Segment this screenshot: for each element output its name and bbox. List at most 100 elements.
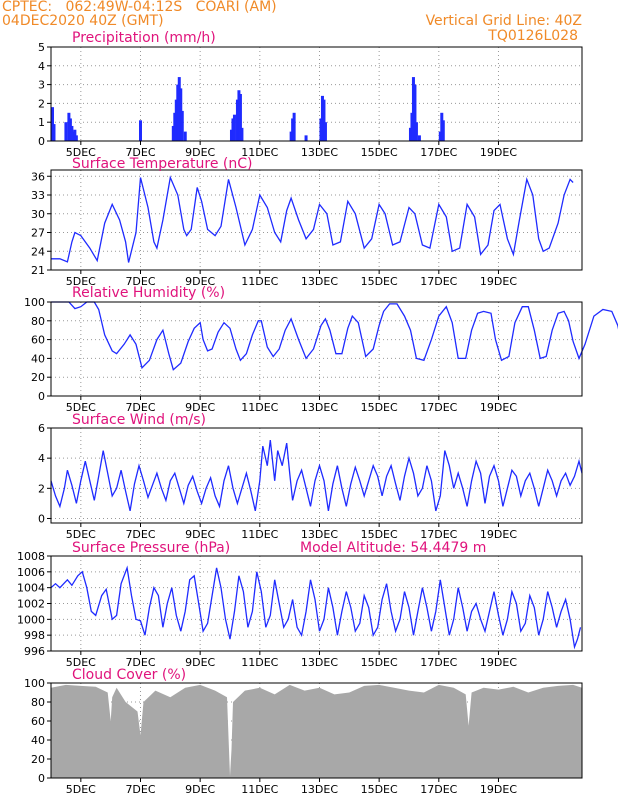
temp-title: Surface Temperature (nC) bbox=[72, 156, 253, 172]
y-tick-label: 1002 bbox=[17, 598, 45, 611]
y-tick-label: 100 bbox=[24, 677, 45, 690]
x-tick-label: 9DEC bbox=[185, 275, 215, 288]
y-tick-label: 1006 bbox=[17, 566, 45, 579]
x-tick-label: 17DEC bbox=[420, 783, 457, 796]
wind-panel: 0 2 4 6 5DEC 7DEC 9DEC 11DEC 13DEC 15DEC 17DEC 19DE… bbox=[38, 412, 583, 541]
y-tick-label: 24 bbox=[31, 245, 45, 258]
header-date: 04DEC2020 40Z (GMT) bbox=[2, 13, 164, 29]
x-tick-label: 19DEC bbox=[480, 275, 517, 288]
x-tick-label: 11DEC bbox=[241, 401, 278, 414]
y-tick-label: 40 bbox=[31, 352, 45, 365]
x-tick-label: 7DEC bbox=[125, 656, 155, 669]
x-tick-label: 19DEC bbox=[480, 401, 517, 414]
x-tick-label: 13DEC bbox=[301, 783, 338, 796]
y-tick-label: 4 bbox=[38, 60, 45, 73]
x-tick-label: 11DEC bbox=[241, 656, 278, 669]
rh-line bbox=[51, 301, 618, 371]
wind-title: Surface Wind (m/s) bbox=[72, 412, 206, 428]
y-tick-label: 4 bbox=[38, 452, 45, 465]
y-tick-label: 998 bbox=[24, 629, 45, 642]
precip-bar bbox=[322, 99, 326, 141]
y-tick-label: 33 bbox=[31, 189, 45, 202]
x-tick-label: 19DEC bbox=[480, 146, 517, 159]
wind-line bbox=[50, 440, 583, 512]
x-tick-label: 17DEC bbox=[420, 656, 457, 669]
plot-frame bbox=[50, 301, 583, 397]
x-tick-label: 13DEC bbox=[301, 401, 338, 414]
cloud-cover-area bbox=[51, 684, 582, 778]
x-tick-label: 13DEC bbox=[301, 656, 338, 669]
x-tick-label: 19DEC bbox=[480, 783, 517, 796]
y-tick-label: 60 bbox=[31, 334, 45, 347]
x-tick-label: 15DEC bbox=[361, 275, 398, 288]
pres-line bbox=[50, 565, 582, 650]
y-tick-label: 0 bbox=[38, 772, 45, 785]
x-tick-label: 11DEC bbox=[241, 146, 278, 159]
y-tick-label: 1008 bbox=[17, 550, 45, 563]
x-tick-label: 5DEC bbox=[66, 783, 96, 796]
y-tick-label: 100 bbox=[24, 296, 45, 309]
x-tick-label: 9DEC bbox=[185, 656, 215, 669]
x-tick-label: 19DEC bbox=[480, 528, 517, 541]
plot-frame bbox=[50, 427, 583, 524]
x-tick-label: 15DEC bbox=[361, 146, 398, 159]
y-tick-label: 27 bbox=[31, 227, 45, 240]
y-tick-label: 36 bbox=[31, 170, 45, 183]
precip-title: Precipitation (mm/h) bbox=[72, 30, 216, 46]
x-tick-label: 13DEC bbox=[301, 528, 338, 541]
y-tick-label: 6 bbox=[38, 422, 45, 435]
x-tick-label: 7DEC bbox=[125, 146, 155, 159]
pres-panel: 996 998 1000 1002 1004 1006 1008 5DEC 7DEC 9DEC 11… bbox=[17, 540, 583, 669]
x-tick-label: 11DEC bbox=[241, 783, 278, 796]
plot-frame bbox=[50, 169, 583, 271]
x-tick-label: 5DEC bbox=[66, 401, 96, 414]
rh-title: Relative Humidity (%) bbox=[72, 285, 225, 301]
x-tick-label: 13DEC bbox=[301, 275, 338, 288]
y-tick-label: 20 bbox=[31, 753, 45, 766]
precip-bar bbox=[323, 122, 327, 141]
plot-frame bbox=[50, 46, 583, 142]
model-altitude-label: Model Altitude: 54.4479 m bbox=[300, 540, 486, 556]
precip-bar bbox=[138, 120, 142, 141]
x-tick-label: 7DEC bbox=[125, 401, 155, 414]
x-tick-label: 7DEC bbox=[125, 783, 155, 796]
y-tick-label: 20 bbox=[31, 371, 45, 384]
y-tick-label: 0 bbox=[38, 512, 45, 525]
precip-bar bbox=[414, 122, 418, 141]
x-tick-label: 17DEC bbox=[420, 275, 457, 288]
x-tick-label: 5DEC bbox=[66, 528, 96, 541]
y-tick-label: 996 bbox=[24, 645, 45, 658]
x-tick-label: 7DEC bbox=[125, 275, 155, 288]
x-tick-label: 19DEC bbox=[480, 656, 517, 669]
y-tick-label: 2 bbox=[38, 97, 45, 110]
y-tick-label: 80 bbox=[31, 315, 45, 328]
x-tick-label: 13DEC bbox=[301, 146, 338, 159]
y-tick-label: 1000 bbox=[17, 613, 45, 626]
y-tick-label: 80 bbox=[31, 696, 45, 709]
precip-bar bbox=[64, 122, 68, 141]
precip-bar bbox=[441, 120, 445, 141]
x-tick-label: 9DEC bbox=[185, 146, 215, 159]
x-tick-label: 15DEC bbox=[361, 783, 398, 796]
y-tick-label: 0 bbox=[38, 135, 45, 148]
pres-title: Surface Pressure (hPa) bbox=[72, 540, 230, 556]
x-tick-label: 5DEC bbox=[66, 146, 96, 159]
x-tick-label: 9DEC bbox=[185, 401, 215, 414]
header-vertical-grid: Vertical Grid Line: 40Z bbox=[425, 13, 582, 29]
y-tick-label: 30 bbox=[31, 208, 45, 221]
x-tick-label: 17DEC bbox=[420, 401, 457, 414]
cloud-title: Cloud Cover (%) bbox=[72, 667, 186, 683]
precip-bar bbox=[180, 110, 184, 141]
precip-bar bbox=[417, 135, 421, 141]
x-tick-label: 17DEC bbox=[420, 146, 457, 159]
y-tick-label: 3 bbox=[38, 79, 45, 92]
temp-line bbox=[51, 175, 574, 263]
x-tick-label: 15DEC bbox=[361, 656, 398, 669]
precip-bar bbox=[240, 127, 244, 141]
y-tick-label: 1004 bbox=[17, 582, 45, 595]
header-model-code: TQ0126L028 bbox=[488, 28, 578, 44]
x-tick-label: 9DEC bbox=[185, 783, 215, 796]
y-tick-label: 40 bbox=[31, 734, 45, 747]
precip-bar bbox=[413, 84, 417, 141]
